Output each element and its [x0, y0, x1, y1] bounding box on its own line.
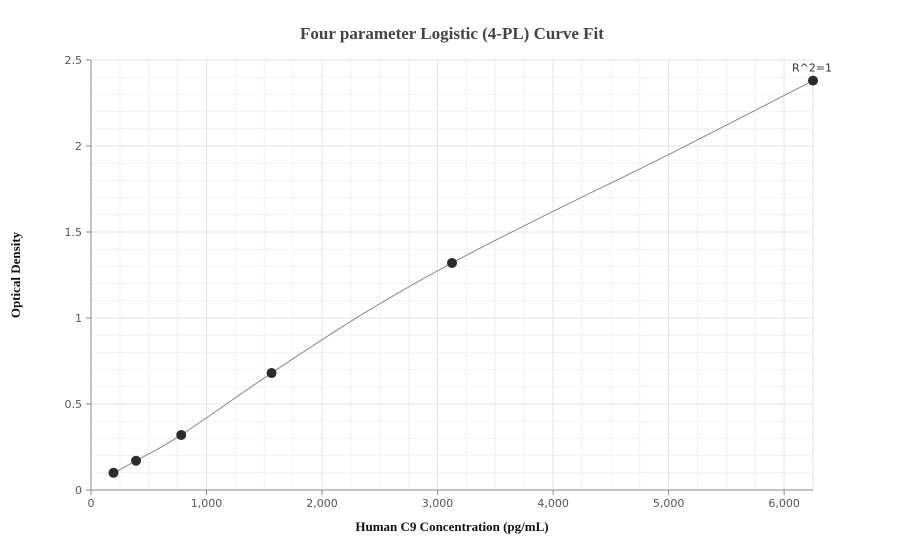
x-axis-title: Human C9 Concentration (pg/mL) — [355, 519, 548, 534]
y-tick-label: 1.5 — [65, 226, 83, 239]
y-tick-label: 1 — [75, 312, 82, 325]
data-point — [447, 257, 457, 268]
x-tick-label: 4,000 — [537, 497, 569, 510]
x-tick-label: 5,000 — [653, 497, 685, 510]
fit-curve-line — [113, 80, 814, 474]
y-tick-label: 2.5 — [65, 54, 83, 67]
data-point — [131, 455, 142, 466]
x-tick-label: 2,000 — [306, 497, 338, 510]
data-point — [108, 467, 119, 478]
x-tick-label: 6,000 — [768, 497, 800, 510]
data-point — [266, 368, 277, 379]
y-tick-label: 2 — [75, 140, 82, 153]
x-axis-ticks: 0 1,000 2,000 3,000 4,000 5,000 6,000 — [88, 490, 800, 510]
grid — [91, 59, 814, 490]
x-tick-label: 0 — [88, 497, 95, 510]
data-point — [808, 75, 818, 86]
x-tick-label: 1,000 — [191, 497, 223, 510]
x-tick-label: 3,000 — [422, 497, 454, 510]
y-tick-label: 0 — [75, 484, 82, 497]
y-axis-ticks: 0 0.5 1 1.5 2 2.5 — [65, 54, 91, 497]
y-axis-title: Optical Density — [8, 231, 23, 318]
chart-title: Four parameter Logistic (4-PL) Curve Fit — [300, 24, 604, 43]
data-point — [176, 429, 187, 440]
axes — [90, 60, 813, 491]
y-tick-label: 0.5 — [65, 398, 83, 411]
r-squared-annotation: R^2=1 — [792, 62, 832, 75]
data-points — [108, 75, 818, 478]
